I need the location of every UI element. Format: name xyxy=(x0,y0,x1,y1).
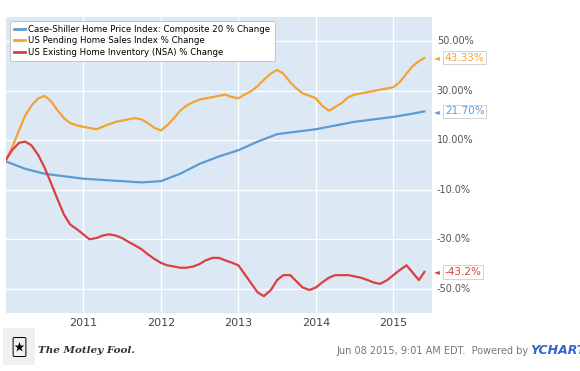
Text: 🃏: 🃏 xyxy=(10,337,27,357)
Text: 43.33%: 43.33% xyxy=(445,53,485,63)
Text: ◄: ◄ xyxy=(434,53,440,62)
Text: Jun 08 2015, 9:01 AM EDT.  Powered by: Jun 08 2015, 9:01 AM EDT. Powered by xyxy=(336,346,532,355)
Text: 21.70%: 21.70% xyxy=(445,106,484,116)
Text: ◄: ◄ xyxy=(434,267,440,276)
Text: The Motley Fool.: The Motley Fool. xyxy=(38,346,135,355)
Text: -50.0%: -50.0% xyxy=(437,284,471,294)
Text: -43.2%: -43.2% xyxy=(445,267,482,277)
Legend: Case-Shiller Home Price Index: Composite 20 % Change, US Pending Home Sales Inde: Case-Shiller Home Price Index: Composite… xyxy=(10,21,274,61)
Text: YCHARTS: YCHARTS xyxy=(531,344,580,357)
Text: ◄: ◄ xyxy=(434,107,440,116)
Text: -10.0%: -10.0% xyxy=(437,185,471,195)
Text: -30.0%: -30.0% xyxy=(437,234,471,244)
Text: 50.00%: 50.00% xyxy=(437,36,473,46)
Text: 10.00%: 10.00% xyxy=(437,135,473,145)
Text: 30.00%: 30.00% xyxy=(437,86,473,96)
